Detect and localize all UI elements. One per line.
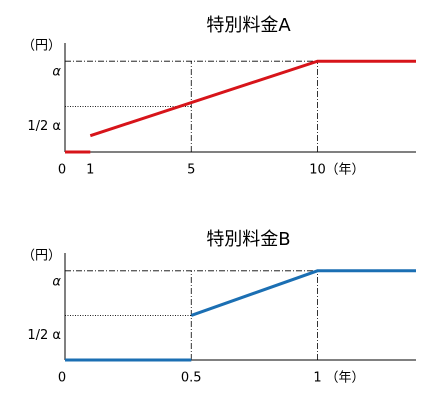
x-tick-label: 1 <box>313 371 321 386</box>
x-tick-label: 0.5 <box>181 371 202 386</box>
y-tick-label: 1/2 α <box>27 119 61 134</box>
x-tick-label: 10 <box>309 163 326 178</box>
data-line <box>65 269 416 362</box>
y-axis-label: （円） <box>22 39 61 54</box>
y-tick-label: α <box>52 65 61 80</box>
x-tick-label: 0 <box>58 163 66 178</box>
data-line <box>65 59 416 154</box>
x-axis-label: （年） <box>326 163 365 178</box>
x-axis-label: （年） <box>326 371 365 386</box>
y-tick-label: α <box>52 274 61 289</box>
x-tick-label: 1 <box>86 163 94 178</box>
x-tick-label: 0 <box>58 371 66 386</box>
chart: 特別料金B （円） 1/2 α α 0 0.5 1 （年） <box>22 229 416 386</box>
chart-title: 特別料金B <box>206 229 290 250</box>
x-tick-label: 5 <box>187 163 195 178</box>
y-axis-label: （円） <box>22 249 61 264</box>
chart-title: 特別料金A <box>206 15 291 36</box>
chart: 特別料金A （円） 1/2 α α 0 1 5 10 （年） <box>22 15 416 178</box>
y-tick-label: 1/2 α <box>27 328 61 343</box>
